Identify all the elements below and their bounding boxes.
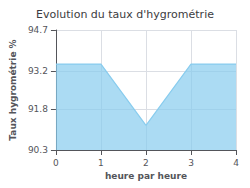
- svg-text:Evolution du taux d'hygrométri: Evolution du taux d'hygrométrie: [36, 8, 214, 21]
- svg-text:Taux hygrométrie %: Taux hygrométrie %: [8, 39, 18, 140]
- svg-text:2: 2: [143, 158, 149, 168]
- svg-text:4: 4: [233, 158, 239, 168]
- svg-text:90.3: 90.3: [28, 145, 48, 155]
- svg-text:1: 1: [98, 158, 104, 168]
- svg-text:91.8: 91.8: [28, 104, 48, 114]
- svg-text:94.7: 94.7: [28, 25, 48, 35]
- svg-text:heure par heure: heure par heure: [105, 171, 187, 181]
- svg-text:3: 3: [188, 158, 194, 168]
- svg-text:93.2: 93.2: [28, 66, 48, 76]
- svg-text:0: 0: [53, 158, 59, 168]
